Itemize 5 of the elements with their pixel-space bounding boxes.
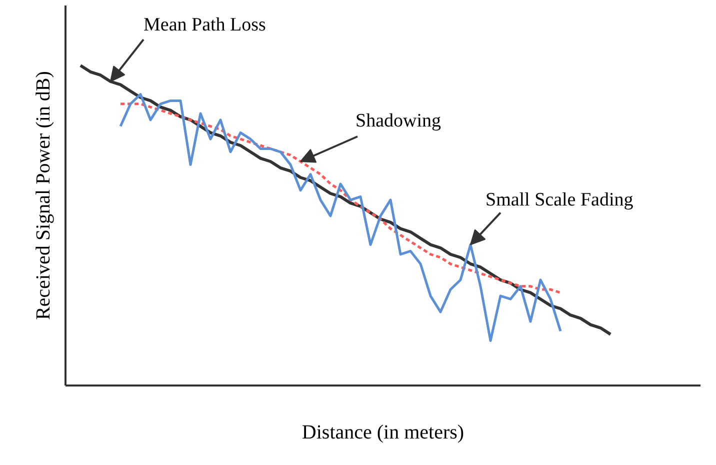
text: Shadowing bbox=[356, 110, 442, 132]
y-axis-title: Received Signal Power (in dB) bbox=[32, 71, 54, 320]
x-axis-title: Distance (in meters) bbox=[302, 422, 464, 444]
series-label: Small Scale Fading bbox=[486, 190, 634, 211]
text: Mean Path Loss bbox=[144, 14, 266, 36]
